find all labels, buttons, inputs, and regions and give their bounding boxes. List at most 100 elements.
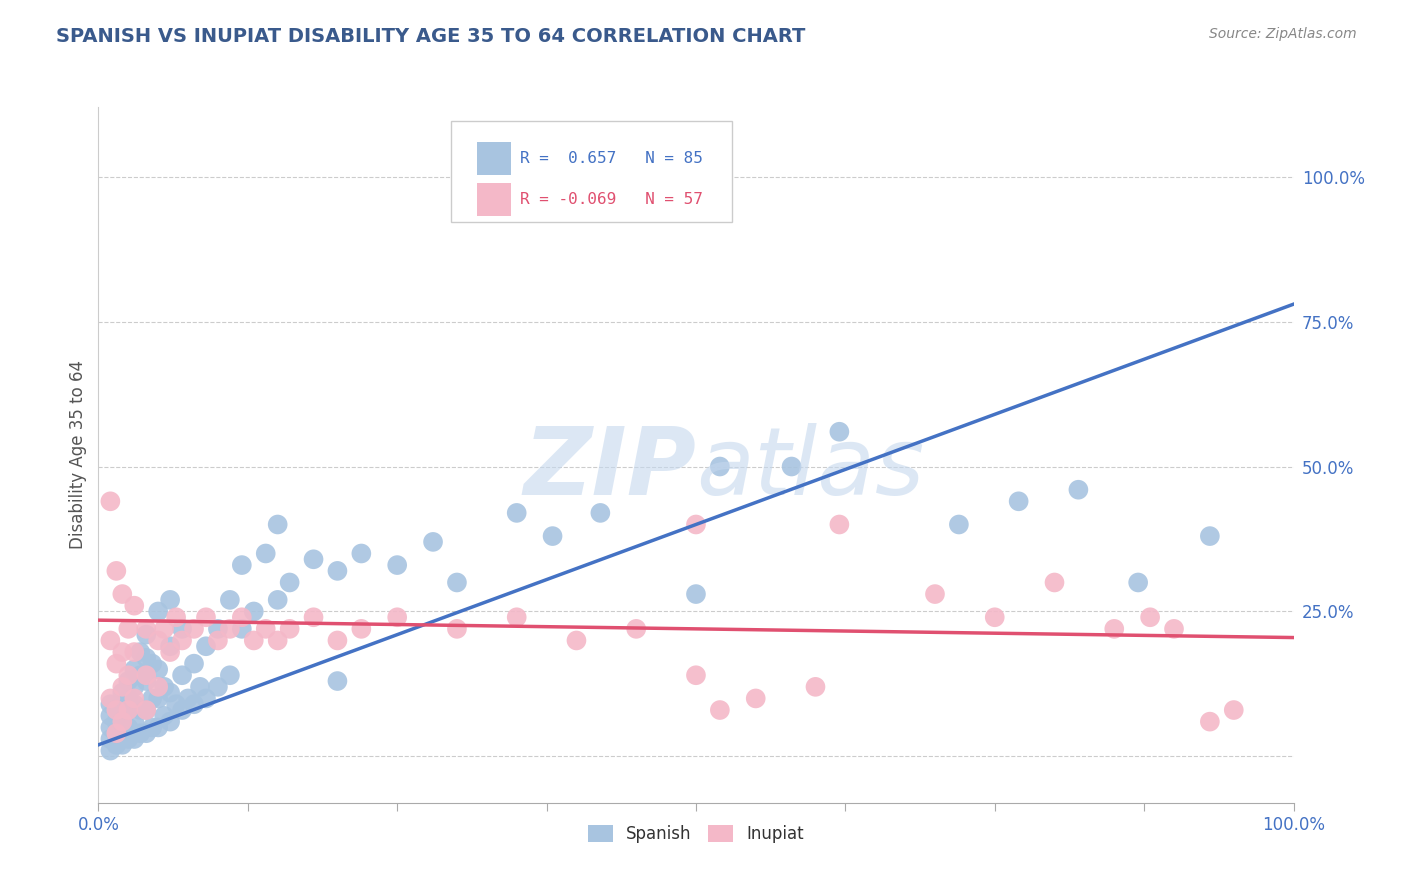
Point [709,459,731,474]
Point [446,575,468,590]
Point [105,726,128,740]
Point [129,703,152,717]
Point [685,587,707,601]
Point [172,668,194,682]
Point [709,703,731,717]
Point [183,622,205,636]
Point [105,738,128,752]
Point [105,564,128,578]
Text: R = -0.069   N = 57: R = -0.069 N = 57 [520,192,703,207]
Point [153,680,176,694]
Point [117,691,139,706]
Point [135,668,157,682]
Point [117,703,139,717]
Point [148,662,170,677]
Point [207,680,229,694]
Point [685,668,707,682]
Point [135,703,157,717]
Point [111,698,134,712]
Point [111,714,134,729]
Point [326,674,349,689]
Point [231,622,253,636]
Point [385,558,409,573]
Point [948,517,970,532]
Point [243,633,266,648]
Point [446,622,468,636]
Point [350,622,373,636]
Point [141,657,163,671]
Point [1128,575,1150,590]
Point [135,703,157,717]
Point [165,610,187,624]
Point [98,731,122,746]
Point [105,714,128,729]
FancyBboxPatch shape [477,183,510,216]
Point [804,680,827,694]
Point [1223,703,1246,717]
Point [828,425,851,439]
Point [111,686,134,700]
Point [780,459,803,474]
Point [117,703,139,717]
Point [278,622,301,636]
Point [129,726,152,740]
Point [141,691,163,706]
Point [159,645,181,659]
Point [135,628,157,642]
FancyBboxPatch shape [477,142,510,175]
Point [117,668,139,682]
Point [195,639,218,653]
Point [111,726,134,740]
Point [98,633,122,648]
Point [124,680,146,694]
Point [828,517,851,532]
Point [153,622,176,636]
Point [243,605,266,619]
Point [1067,483,1090,497]
FancyBboxPatch shape [451,121,733,222]
Point [1199,529,1222,543]
Point [745,691,768,706]
Point [124,662,146,677]
Point [685,517,707,532]
Point [117,721,139,735]
Point [153,708,176,723]
Point [98,698,122,712]
Point [207,622,229,636]
Point [111,714,134,729]
Point [254,546,277,561]
Point [159,686,181,700]
Point [326,633,349,648]
Text: Source: ZipAtlas.com: Source: ZipAtlas.com [1209,27,1357,41]
Point [148,691,170,706]
Point [183,657,205,671]
Point [111,738,134,752]
Point [183,698,205,712]
Point [219,622,242,636]
Point [159,639,181,653]
Point [111,645,134,659]
Point [98,494,122,508]
Point [124,698,146,712]
Point [124,645,146,659]
Point [165,698,187,712]
Point [254,622,277,636]
Point [172,633,194,648]
Text: atlas: atlas [696,424,924,515]
Point [135,651,157,665]
Point [541,529,564,543]
Point [984,610,1007,624]
Point [219,592,242,607]
Point [278,575,301,590]
Point [565,633,588,648]
Point [302,552,325,566]
Point [111,587,134,601]
Point [124,731,146,746]
Point [135,674,157,689]
Point [105,703,128,717]
Point [267,592,290,607]
Point [195,610,218,624]
Point [267,633,290,648]
Point [105,726,128,740]
Point [148,605,170,619]
